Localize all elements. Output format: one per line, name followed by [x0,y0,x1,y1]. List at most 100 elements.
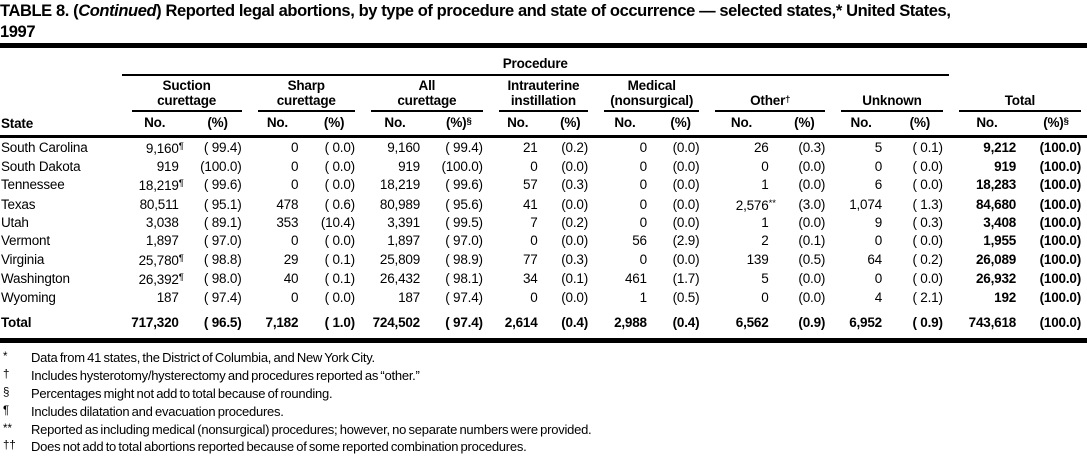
no-cell: 18,219¶ [138,178,184,194]
pct-cell: ( 97.4) [445,289,483,305]
no-header-sharp: No. [247,112,308,138]
no-cell: 0 [874,271,883,287]
no-cell: 29 [283,251,299,267]
footnote: † Includes hysterotomy/hysterectomy and p… [0,367,1087,385]
no-cell: 9,160 [387,140,420,155]
no-cell: 80,511 [139,196,179,212]
no-cell: 77 [522,251,538,267]
no-cell: 34 [522,271,538,287]
no-cell: 5 [761,271,769,287]
col-group-sharp-curettage: Sharp curettage [248,76,361,112]
no-cell: 9,160¶ [145,141,184,156]
no-cell: 41 [522,196,538,212]
table-row: Utah 3,038 ( 89.1) 353 (10.4) 3,391 ( 99.5) 7 (0… [0,214,1087,232]
no-cell: 919 [994,158,1017,174]
no-cell: 0 [874,232,883,248]
table-title: TABLE 8. (Continued) Reported legal abor… [0,0,1087,21]
no-cell: 3,408 [983,215,1017,231]
no-cell: 0 [639,177,648,193]
no-cell: 0 [530,289,538,305]
no-cell: 0 [639,158,648,174]
no-cell: 26 [753,140,769,155]
no-cell: 919 [398,158,420,174]
footnotes: * Data from 41 states, the District of Co… [0,349,1087,456]
no-cell: 0 [291,140,299,155]
column-groups-row: Suction curettage Sharp curettage All curet… [0,76,1087,112]
no-cell: 6 [874,177,883,193]
pct-cell: ( 0.0) [324,158,356,174]
footnote-text: Includes hysterotomy/hysterectomy and pr… [31,367,420,383]
state-cell: Tennessee [1,177,65,193]
pct-cell: (100.0) [1039,251,1082,267]
pct-cell: (0.0) [798,271,826,287]
procedure-group-header: Procedure [121,48,949,76]
no-cell: 0 [530,232,538,248]
pct-cell: ( 0.0) [912,232,943,248]
no-cell: 1 [639,289,648,305]
pct-cell: (0.5) [672,289,700,305]
no-cell: 192 [994,289,1017,305]
table-row: Texas 80,511 ( 95.1) 478 ( 0.6) 80,989 ( 95.6)… [0,195,1087,215]
pct-cell: (0.0) [561,289,588,305]
pct-cell: (0.3) [561,251,588,267]
no-cell: 9,212 [983,140,1017,155]
no-cell: 1 [761,177,769,193]
procedure-label: Procedure [121,57,949,76]
pct-cell: (0.9) [777,306,832,343]
state-cell: Total [0,306,122,343]
no-cell: 2,576** [735,197,776,213]
no-cell: 2,614 [488,306,547,343]
pct-cell: ( 99.6) [203,177,242,193]
no-cell: 0 [639,140,648,155]
pct-cell: ( 1.3) [912,196,943,212]
pct-cell: (0.0) [561,158,588,174]
pct-cell: (0.0) [672,158,700,174]
pct-header-other: (%) [777,112,832,138]
pct-cell: (100.0) [1039,215,1082,231]
no-cell: 3,391 [387,215,420,231]
footnote-marker: ¶ [3,404,10,417]
no-cell: 7 [530,215,538,231]
col-group-medical-nonsurgical: Medical (nonsurgical) [594,76,705,112]
pct-cell: ( 0.0) [324,140,356,155]
state-column-header: State [0,48,122,138]
pct-cell: ( 0.2) [912,251,943,267]
state-cell: Utah [1,215,29,231]
no-cell: 26,432 [379,271,420,287]
header-spacer [949,48,1087,76]
no-cell: 724,502 [360,306,429,343]
pct-cell: (0.5) [798,251,826,267]
pct-cell: ( 2.1) [912,289,943,305]
pct-cell: (0.0) [672,196,700,212]
pct-cell: (0.0) [798,177,826,193]
pct-cell: (100.0) [1039,289,1082,305]
pct-cell: (100.0) [1039,196,1082,212]
pct-cell: ( 0.0) [324,289,356,305]
pct-cell: ( 0.1) [324,251,356,267]
footnote-text: Data from 41 states, the District of Col… [31,349,375,365]
pct-cell: (100.0) [1025,306,1087,343]
state-cell: South Carolina [1,140,88,155]
state-cell: South Dakota [1,158,81,174]
pct-header-medical: (%) [655,112,706,138]
pct-cell: ( 0.9) [891,306,949,343]
no-cell: 6,562 [705,306,778,343]
pct-cell: ( 0.1) [324,271,356,287]
table-body: South Carolina 9,160¶ ( 99.4) 0 ( 0.0) 9,160 (… [0,137,1087,343]
pct-cell: (100.0) [1039,271,1082,287]
no-cell: 0 [639,251,648,267]
pct-cell: ( 0.3) [912,215,943,231]
no-cell: 1,955 [983,232,1017,248]
pct-cell: ( 99.4) [203,140,242,155]
table-row: Wyoming 187 ( 97.4) 0 ( 0.0) 187 ( 97.4) 0 (0.0)… [0,289,1087,307]
state-cell: Virginia [1,251,45,267]
pct-cell: (0.0) [672,177,700,193]
no-cell: 2,988 [594,306,656,343]
no-cell: 0 [291,232,299,248]
no-header-intrauterine: No. [488,112,547,138]
pct-cell: ( 98.9) [445,251,483,267]
no-header-unknown: No. [831,112,891,138]
no-cell: 9 [874,215,883,231]
no-cell: 18,219 [379,177,420,193]
pct-cell: (0.0) [561,196,588,212]
